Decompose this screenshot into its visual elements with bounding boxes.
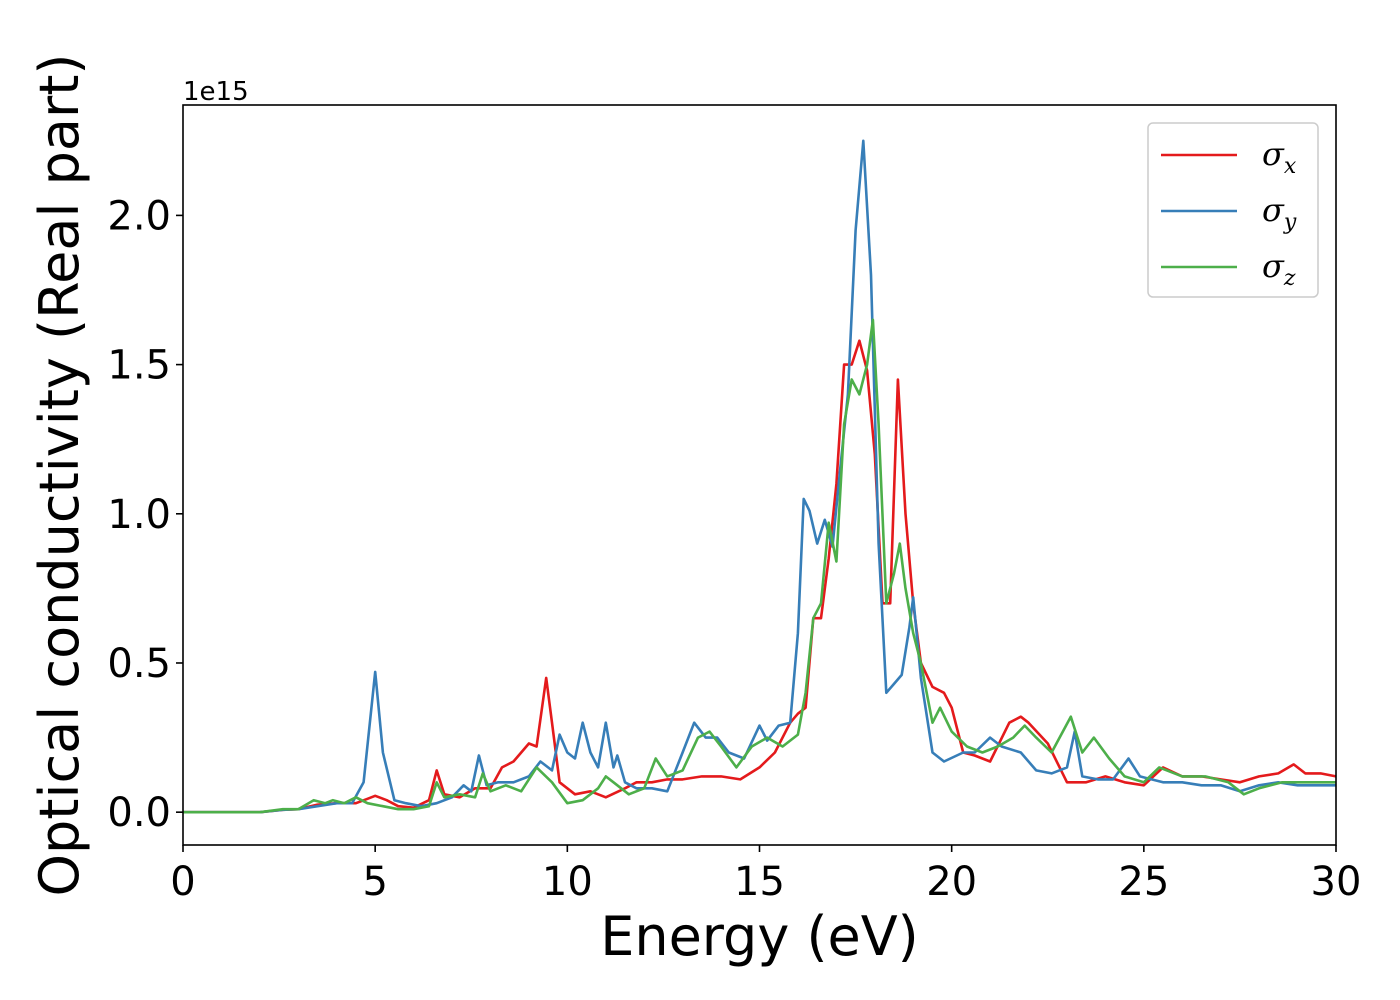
series-line-z [183,318,1336,814]
y-tick-label: 1.5 [107,343,171,389]
legend-label-x: σx [1262,135,1297,179]
y-tick-label: 0.5 [107,641,171,687]
legend-label-z: σz [1262,247,1296,291]
y-axis-ticks: 0.0 0.5 1.0 1.5 2.0 [107,193,183,836]
x-axis-ticks: 0 5 10 15 20 25 30 [170,845,1361,905]
y-tick-label: 0.0 [107,790,171,836]
x-tick-label: 25 [1118,859,1169,905]
series-lines [183,139,1337,814]
x-tick-label: 30 [1311,859,1362,905]
x-tick-label: 15 [734,859,785,905]
y-offset-text: 1e15 [183,77,249,107]
x-tick-label: 10 [542,859,593,905]
x-axis-label: Energy (eV) [600,905,919,968]
x-tick-label: 0 [170,859,195,905]
y-tick-label: 1.0 [107,492,171,538]
y-tick-label: 2.0 [107,193,171,239]
x-tick-label: 5 [362,859,387,905]
x-tick-label: 20 [926,859,977,905]
legend-label-y: σy [1262,191,1297,235]
legend: σx σy σz [1147,122,1319,298]
y-axis-label: Optical conductivity (Real part) [28,54,91,897]
